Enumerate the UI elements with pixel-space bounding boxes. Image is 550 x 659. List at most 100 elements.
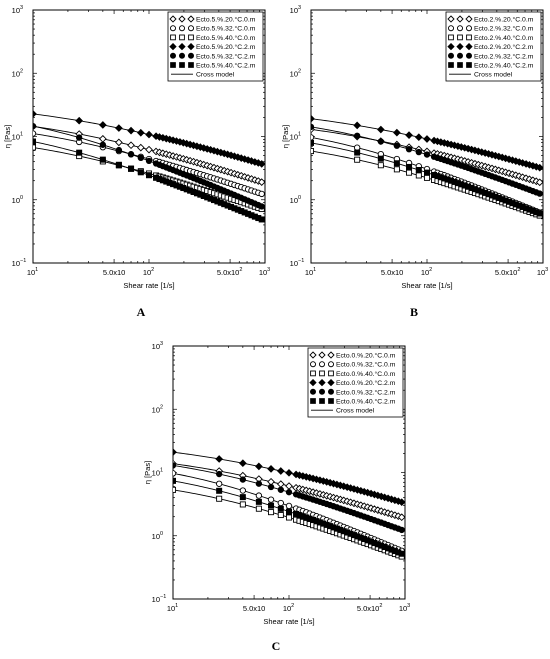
y-tick-label-exponent: −1 [20,258,26,264]
data-point [277,512,284,519]
x-tick-label: 10 [537,268,545,277]
x-tick-label: 5.0x10 [217,268,240,277]
data-point [277,499,284,507]
y-tick-label: 10 [290,196,298,205]
data-point [115,146,123,154]
data-point [353,144,361,151]
legend: Ecto.5.%.20.°C.0.mEcto.5.%.32.°C.0.mEcto… [167,11,264,82]
data-point [99,156,106,163]
series-diamond-filled [173,448,405,507]
data-point [447,15,455,23]
data-point [457,25,464,32]
data-point [466,25,473,32]
data-point [398,550,405,557]
data-point [178,15,186,23]
data-point [99,141,107,148]
legend-entry-label: Ecto.2.%.20.°C.2.m [474,43,534,51]
data-point [188,34,194,41]
data-point [33,130,37,137]
y-tick-label: 10 [290,69,298,78]
data-point [319,388,326,395]
x-tick-label: 5.0x10 [243,604,266,613]
data-point [33,138,37,145]
data-point [169,25,176,32]
data-point [311,134,315,141]
legend-entry-label: Ecto.0.%.40.°C.2.m [336,398,396,406]
data-point [377,138,385,145]
y-tick-label-exponent: 3 [20,5,23,11]
data-point [406,163,413,170]
data-point [239,459,247,468]
series-square-filled [311,139,543,217]
legend-entry-label: Ecto.0.%.32.°C.0.m [336,361,396,369]
data-point [173,470,177,477]
data-point [178,52,185,59]
data-point [310,388,317,395]
y-axis-label: η [Pas] [143,461,152,484]
data-point [258,216,265,223]
y-tick-label-exponent: 2 [160,404,163,410]
y-tick-label: 10 [12,259,20,268]
x-tick-label: 10 [259,268,267,277]
x-tick-label-exponent: 3 [545,267,548,273]
legend-entry-label: Ecto.0.%.20.°C.2.m [336,379,396,387]
x-tick-label: 5.0x10 [357,604,380,613]
x-tick-label-exponent: 2 [291,603,294,609]
x-tick-label: 10 [421,268,429,277]
data-point [179,34,185,41]
data-point [397,513,405,522]
legend-entry-label: Cross model [196,72,235,79]
data-point [127,141,135,150]
x-tick-label: 5.0x10 [103,268,126,277]
data-point [311,123,315,131]
x-tick-label-exponent: 1 [175,603,178,609]
x-tick-label: 10 [399,604,407,613]
data-point [268,509,275,516]
data-point [239,494,246,501]
data-point [178,42,186,51]
y-tick-label: 10 [290,259,298,268]
series-square-filled [33,138,265,223]
y-tick-label: 10 [290,133,298,142]
data-point [327,378,335,387]
x-tick-label-exponent: 2 [429,267,432,273]
y-tick-label-exponent: 0 [298,195,301,201]
data-point [99,121,107,129]
y-tick-label: 10 [12,69,20,78]
y-tick-label-exponent: 3 [160,341,163,347]
data-point [285,469,293,477]
data-point [255,492,263,499]
data-point [319,361,326,368]
data-point [328,398,334,404]
data-point [145,145,153,154]
data-point [397,498,405,507]
legend-entry-label: Ecto.2.%.40.°C.0.m [474,34,534,42]
data-point [170,62,176,68]
legend-entry-label: Ecto.5.%.40.°C.0.m [196,34,256,42]
x-tick-label: 5.0x10 [495,268,518,277]
y-tick-label-exponent: 1 [298,132,301,138]
data-point [423,169,431,176]
data-point [115,138,123,147]
data-point [393,128,401,137]
data-point [415,167,422,174]
x-tick-label: 10 [283,604,291,613]
panel-label: B [410,305,418,319]
data-point [456,15,464,23]
legend-entry-label: Ecto.2.%.32.°C.2.m [474,52,534,60]
y-tick-label-exponent: 1 [20,132,23,138]
data-point [414,133,423,142]
data-point [239,476,247,483]
data-point [187,52,194,59]
data-point [354,149,361,156]
data-point [187,25,194,32]
data-point [215,480,223,487]
data-point [377,125,385,134]
data-point [448,52,455,59]
y-tick-label: 10 [152,595,160,604]
data-point [423,151,431,158]
data-point [173,448,177,456]
legend-entry-label: Ecto.5.%.40.°C.2.m [196,62,256,70]
data-point [311,114,315,123]
